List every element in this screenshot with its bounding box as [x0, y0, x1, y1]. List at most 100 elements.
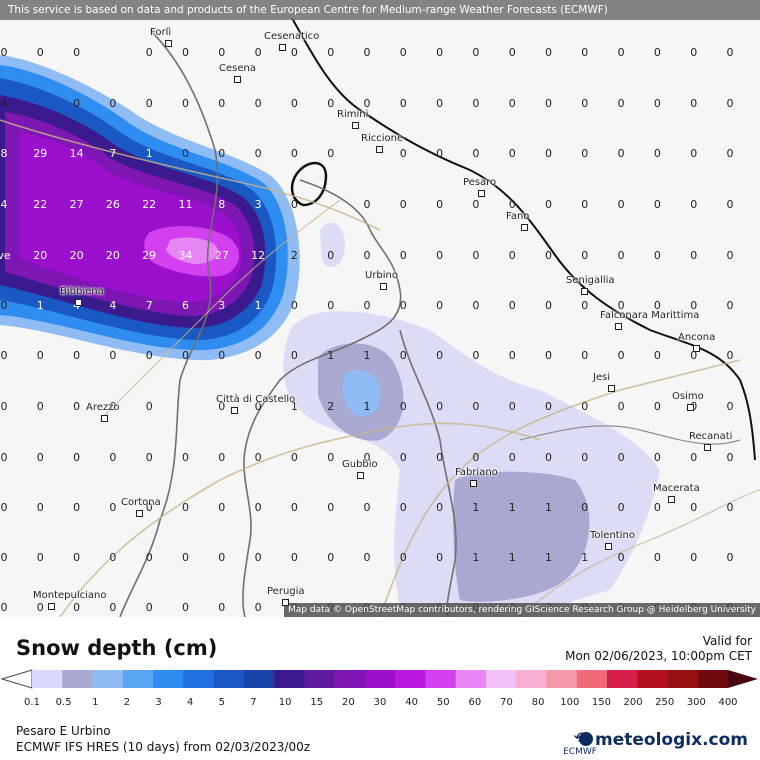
grid-value: 0: [727, 198, 734, 211]
grid-value: 6: [182, 299, 189, 312]
grid-value: 0: [472, 198, 479, 211]
city-marker: [478, 190, 485, 197]
valid-time: Valid for Mon 02/06/2023, 10:00pm CET: [565, 634, 752, 664]
colorbar-low-arrow: [0, 669, 33, 689]
city-marker: [48, 603, 55, 610]
grid-value: 0: [727, 147, 734, 160]
colorbar-swatch: [546, 670, 578, 688]
grid-value: 1: [509, 551, 516, 564]
grid-value: 0: [1, 601, 8, 614]
colorbar-swatch: [425, 670, 457, 688]
grid-value: 0: [472, 249, 479, 262]
grid-value: 0: [255, 97, 262, 110]
city-marker: [231, 407, 238, 414]
grid-value: 0: [400, 97, 407, 110]
scale-tick-label: 80: [531, 697, 545, 708]
city-label: Falconara Marittima: [600, 310, 700, 321]
grid-value: 0: [291, 198, 298, 211]
grid-value: 1: [255, 299, 262, 312]
city-label: Fano: [506, 211, 530, 222]
city-marker: [279, 44, 286, 51]
grid-value: 0: [327, 501, 334, 514]
grid-value: 0: [182, 501, 189, 514]
colorbar-swatch: [304, 670, 336, 688]
meteologix-logo[interactable]: meteologix.com: [579, 730, 748, 750]
grid-value: 0: [727, 299, 734, 312]
grid-value: 0: [400, 501, 407, 514]
grid-value: 0: [690, 97, 697, 110]
grid-value: 0: [545, 400, 552, 413]
city-label: Montepulciano: [33, 590, 107, 601]
grid-value: 1: [364, 400, 371, 413]
grid-value: 0: [37, 400, 44, 413]
grid-value: 0: [690, 551, 697, 564]
grid-value: 0: [545, 198, 552, 211]
grid-value: 0: [472, 451, 479, 464]
san-marino-border: [290, 161, 328, 207]
city-label: Tolentino: [590, 530, 635, 541]
grid-value: 0: [581, 97, 588, 110]
grid-value: 0: [727, 349, 734, 362]
grid-value: 0: [182, 349, 189, 362]
grid-value: 0: [436, 249, 443, 262]
scale-tick-label: 4: [186, 697, 194, 708]
grid-value: 0: [73, 349, 80, 362]
scale-tick-label: 7: [250, 697, 257, 708]
grid-value: 0: [436, 46, 443, 59]
grid-value: 27: [70, 198, 84, 211]
city-marker: [704, 444, 711, 451]
grid-value: 0: [436, 299, 443, 312]
colorbar-swatch: [395, 670, 426, 688]
scale-tick-label: 15: [310, 697, 324, 708]
road-5: [519, 489, 760, 617]
colorbar-swatch: [243, 670, 275, 688]
grid-value: 4: [109, 299, 116, 312]
scale-tick-label: 5: [218, 697, 225, 708]
grid-value: 0: [654, 451, 661, 464]
city-marker: [352, 122, 359, 129]
grid-value: 14: [70, 147, 84, 160]
grid-value: 20: [106, 249, 120, 262]
grid-value: 0: [146, 501, 153, 514]
city-marker: [668, 496, 675, 503]
grid-value: 0: [255, 400, 262, 413]
grid-value: 0: [364, 249, 371, 262]
grid-value: 0: [472, 147, 479, 160]
grid-value: 0: [146, 551, 153, 564]
grid-value: 26: [106, 198, 120, 211]
grid-value: 0: [364, 551, 371, 564]
grid-value: 0: [327, 46, 334, 59]
city-label: Senigallia: [566, 275, 615, 286]
colorbar-high-arrow: [728, 670, 758, 688]
grid-value: 0: [400, 349, 407, 362]
city-marker: [605, 543, 612, 550]
city-label: Arezzo: [86, 402, 120, 413]
grid-value: 0: [400, 451, 407, 464]
grid-value: 0: [545, 451, 552, 464]
grid-value: 0: [690, 147, 697, 160]
grid-value: 0: [400, 299, 407, 312]
grid-value: 0: [654, 349, 661, 362]
region-border-3: [399, 329, 457, 617]
scale-tick-label: 300: [686, 697, 706, 708]
grid-value: 0: [146, 97, 153, 110]
grid-value: 0: [509, 451, 516, 464]
grid-value: 0: [182, 451, 189, 464]
snow-depth-map[interactable]: 0 0 0 0 0 0 0 0 0 0 0 0 0 0 0 0 0 0 0 0 4 0 0 0 0 0 0 0 0 0 0 0 0 0 0 0 0 0 0 0…: [0, 0, 760, 617]
city-marker: [693, 345, 700, 352]
grid-value: 0: [690, 299, 697, 312]
grid-value: 0: [727, 97, 734, 110]
colorbar-swatch: [213, 670, 245, 688]
city-label: Fabriano: [455, 467, 498, 478]
grid-value: 0: [727, 400, 734, 413]
grid-value: 0: [109, 400, 116, 413]
colorbar-swatch: [364, 670, 396, 688]
grid-value: 0: [618, 349, 625, 362]
grid-value: 0: [109, 97, 116, 110]
grid-value: 0: [364, 451, 371, 464]
colorbar-swatch: [92, 670, 124, 688]
grid-value: 0: [581, 501, 588, 514]
model-run-info: ECMWF IFS HRES (10 days) from 02/03/2023…: [16, 740, 311, 754]
grid-value: 0: [37, 451, 44, 464]
grid-value: 0: [364, 501, 371, 514]
